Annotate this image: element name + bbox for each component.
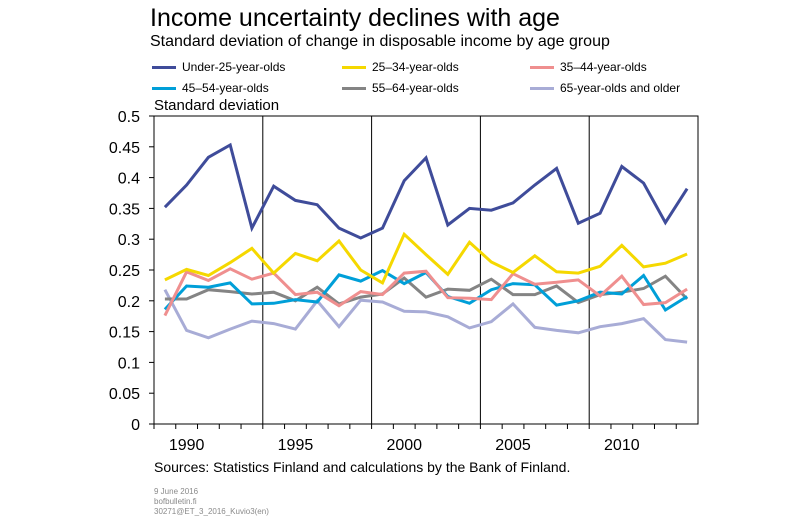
legend-item-25-34: 25–34-year-olds <box>342 60 459 74</box>
legend-item-35-44: 35–44-year-olds <box>530 60 647 74</box>
legend-item-45-54: 45–54-year-olds <box>152 81 269 95</box>
chart-subtitle: Standard deviation of change in disposab… <box>150 33 610 50</box>
legend-swatch-45-54 <box>152 86 176 90</box>
publication-site: bofbulletin.fi <box>154 497 197 506</box>
publication-date: 9 June 2016 <box>154 487 199 496</box>
legend-swatch-under-25 <box>152 65 176 69</box>
legend-item-55-64: 55–64-year-olds <box>342 81 459 95</box>
y-tick-label-1: 0.05 <box>109 386 140 403</box>
y-axis-label: Standard deviation <box>154 97 280 114</box>
y-tick-label-6: 0.3 <box>118 232 140 249</box>
source-note: Sources: Statistics Finland and calculat… <box>154 459 571 475</box>
y-tick-label-7: 0.35 <box>109 201 140 218</box>
series-line-under-25 <box>163 142 689 240</box>
legend-item-under-25: Under-25-year-olds <box>152 60 285 74</box>
legend: Under-25-year-olds 25–34-year-olds 35–44… <box>152 60 752 100</box>
y-tick-label-9: 0.45 <box>109 140 140 157</box>
legend-item-65-plus: 65-year-olds and older <box>530 81 680 95</box>
y-tick-label-4: 0.2 <box>118 294 140 311</box>
y-tick-label-10: 0.5 <box>118 109 140 126</box>
y-tick-label-8: 0.4 <box>118 171 140 188</box>
legend-label-25-34: 25–34-year-olds <box>372 60 459 74</box>
legend-label-65-plus: 65-year-olds and older <box>560 81 681 95</box>
series-line-25-34 <box>164 231 688 286</box>
x-tick-label-1990: 1990 <box>169 437 205 454</box>
legend-swatch-25-34 <box>342 65 366 69</box>
legend-label-45-54: 45–54-year-olds <box>182 81 269 95</box>
x-tick-label-1995: 1995 <box>278 437 314 454</box>
x-tick-label-2005: 2005 <box>495 437 531 454</box>
series-line-35-44 <box>163 267 688 317</box>
figure-code: 30271@ET_3_2016_Kuvio3(en) <box>154 507 269 516</box>
x-tick-label-2000: 2000 <box>386 437 422 454</box>
y-tick-label-3: 0.15 <box>109 325 140 342</box>
y-tick-label-0: 0 <box>131 417 140 434</box>
chart-title: Income uncertainty declines with age <box>150 4 560 32</box>
legend-swatch-35-44 <box>530 65 554 69</box>
legend-label-under-25: Under-25-year-olds <box>182 60 286 74</box>
legend-swatch-55-64 <box>342 86 366 90</box>
x-tick-label-2010: 2010 <box>604 437 640 454</box>
y-tick-label-2: 0.1 <box>118 355 140 372</box>
series-line-65-plus <box>163 288 688 344</box>
y-tick-label-5: 0.25 <box>109 263 140 280</box>
legend-label-55-64: 55–64-year-olds <box>372 81 459 95</box>
legend-label-35-44: 35–44-year-olds <box>560 60 647 74</box>
legend-swatch-65-plus <box>530 86 554 90</box>
